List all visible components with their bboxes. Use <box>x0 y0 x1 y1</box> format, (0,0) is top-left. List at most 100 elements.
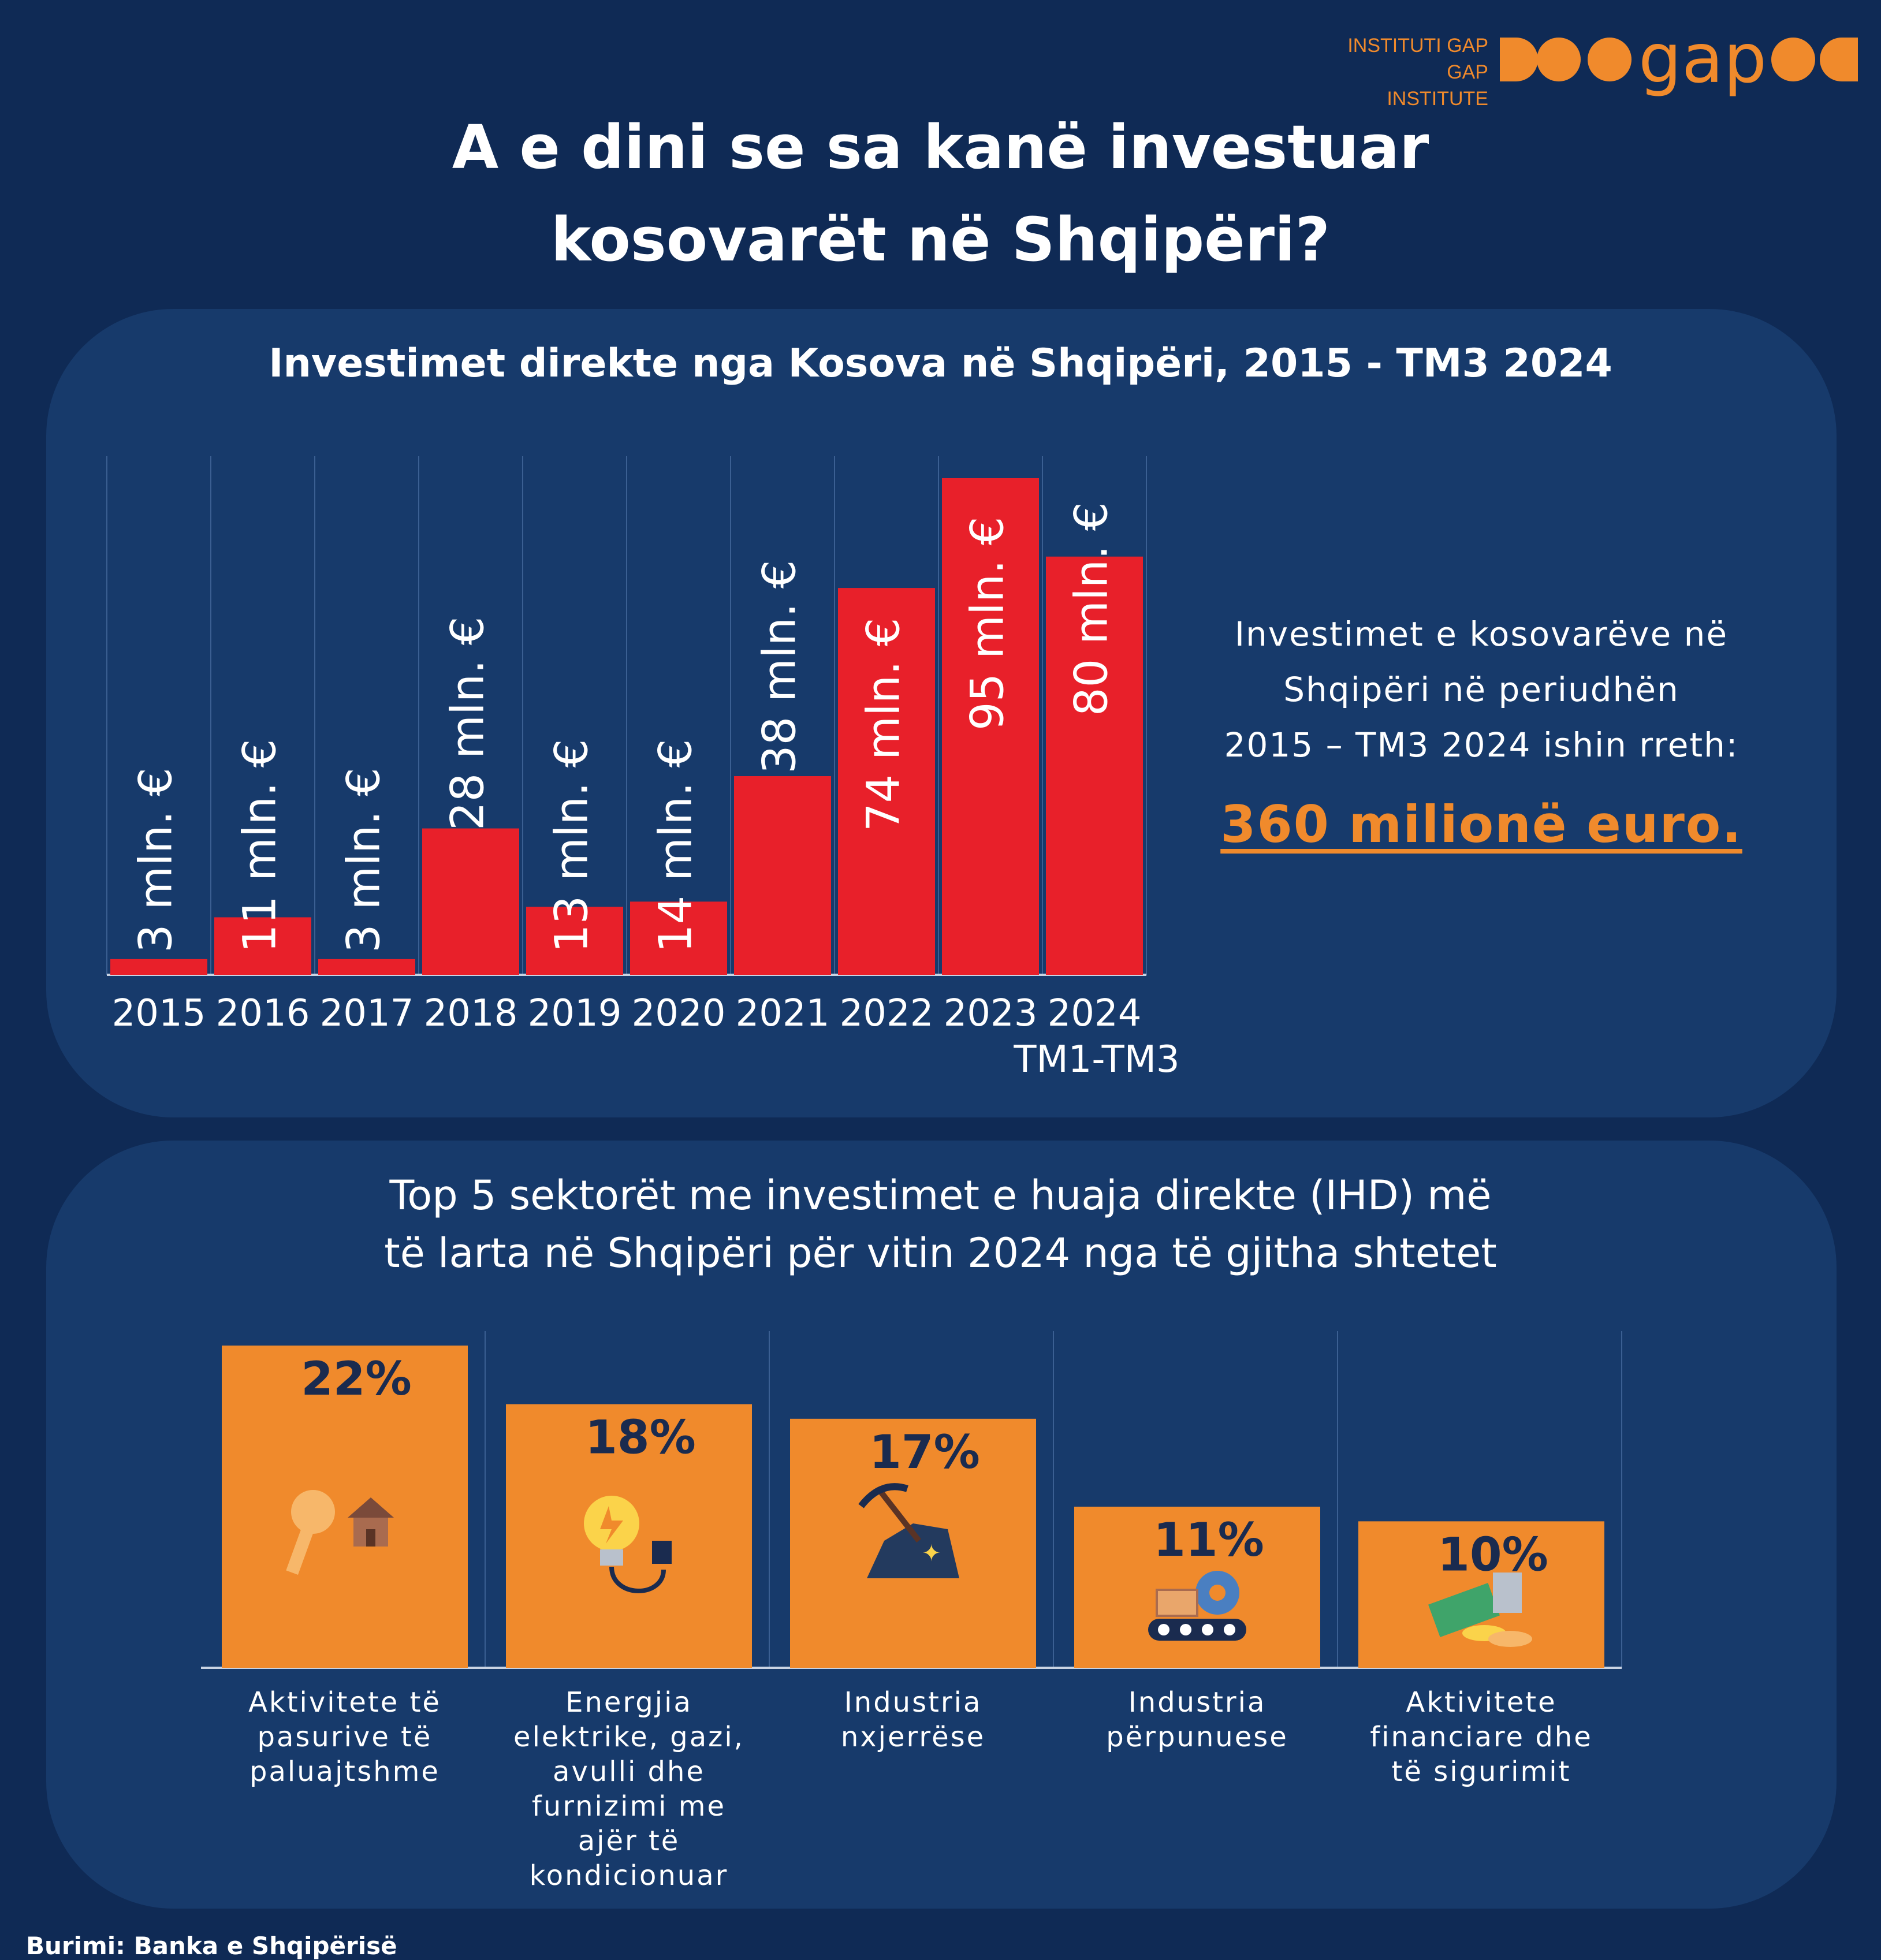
key-house-icon <box>366 1529 375 1547</box>
title-line1: A e dini se sa kanë investuar <box>452 112 1429 182</box>
chart2-category-label-line: ajër të <box>578 1825 680 1857</box>
conveyor-gear-icon <box>1224 1624 1235 1635</box>
chart1-bar <box>838 588 935 975</box>
summary-total: 360 milionë euro. <box>1220 795 1742 854</box>
conveyor-gear-icon <box>1148 1619 1246 1641</box>
gap-logo: INSTITUTI GAP GAP INSTITUTE gap <box>1344 29 1864 110</box>
key-house-icon <box>348 1497 394 1518</box>
chart1-data-label: 95 mln. € <box>962 517 1014 731</box>
chart1-tick-label: 2022 <box>840 992 934 1035</box>
title-line2: kosovarët në Shqipëri? <box>551 204 1330 275</box>
chart1-bar <box>110 959 207 975</box>
source-note: Burimi: Banka e Shqipërisë <box>26 1932 397 1960</box>
conveyor-gear-icon <box>1156 1589 1198 1617</box>
chart2-data-label: 11% <box>1153 1513 1264 1567</box>
pickaxe-ore-icon <box>876 1486 921 1543</box>
chart2-category-label-line: Aktivitete të <box>248 1686 441 1719</box>
chart1-data-label: 38 mln. € <box>754 560 806 774</box>
chart2-title-line1: Top 5 sektorët me investimet e huaja dir… <box>389 1172 1492 1219</box>
conveyor-gear-icon <box>1180 1624 1191 1635</box>
chart2-title-line2: të larta në Shqipëri për vitin 2024 nga … <box>384 1229 1497 1277</box>
chart1-bar <box>630 901 727 975</box>
chart1-data-label: 3 mln. € <box>338 767 390 953</box>
chart2-category-label-line: të sigurimit <box>1391 1756 1571 1788</box>
summary-line1: Investimet e kosovarëve në <box>1234 614 1729 654</box>
chart2-category-label-line: Aktivitete <box>1406 1686 1557 1719</box>
chart2-category-label: Industria nxjerrëse <box>774 1685 1052 1754</box>
chart2-data-label: 18% <box>585 1410 695 1464</box>
chart2-category-label-line: Industria <box>844 1686 982 1719</box>
chart1-tick-label: 2017 <box>320 992 414 1035</box>
chart1-bar <box>942 478 1039 975</box>
chart2-category-label-line: avulli dhe <box>553 1756 705 1788</box>
key-house-icon <box>291 1490 335 1534</box>
chart1-data-label: 28 mln. € <box>442 617 494 830</box>
chart1-tick-label: 2018 <box>424 992 518 1035</box>
chart2-category-label-line: kondicionuar <box>529 1860 729 1892</box>
chart1-bar <box>214 917 311 975</box>
chart2-category-label: Industria përpunuese <box>1059 1685 1336 1754</box>
money-coins-icon <box>1488 1631 1532 1647</box>
pickaxe-ore-icon <box>867 1523 959 1578</box>
logo-wordmark: gap <box>1638 29 1767 98</box>
chart1-data-label: 14 mln. € <box>650 739 702 953</box>
chart1-tick-sublabel: TM1-TM3 <box>1013 1038 1179 1081</box>
chart1-panel <box>46 309 1837 1117</box>
chart2-category-label-line: Industria <box>1128 1686 1267 1719</box>
chart1-tick-label: 2015 <box>112 992 206 1035</box>
chart1-data-label: 3 mln. € <box>130 767 182 953</box>
chart2-category-label: Aktivitete financiare dhe të sigurimit <box>1343 1685 1620 1789</box>
chart1-data-label: 80 mln. € <box>1066 502 1118 716</box>
chart1-tick-label: 2021 <box>736 992 830 1035</box>
chart2-category-label: Energjia elektrike, gazi, avulli dhe furniz… <box>490 1685 768 1893</box>
chart2-category-label-line: nxjerrëse <box>840 1721 986 1753</box>
conveyor-gear-icon <box>1209 1585 1226 1601</box>
chart2-category-label-line: elektrike, gazi, <box>513 1721 744 1753</box>
logo-line1: INSTITUTI GAP <box>1347 35 1488 57</box>
chart1-bar <box>318 959 415 975</box>
chart2-category-label-line: pasurive të <box>257 1721 433 1753</box>
chart1-tick-label: 2019 <box>528 992 622 1035</box>
chart1-data-label: 11 mln. € <box>234 739 286 953</box>
chart2-category-label-line: furnizimi me <box>531 1790 727 1823</box>
chart2-category-label: Aktivitete të pasurive të paluajtshme <box>206 1685 483 1789</box>
lightbulb-plug-icon <box>652 1541 672 1564</box>
pickaxe-ore-icon <box>858 1483 908 1508</box>
money-coins-icon <box>1428 1582 1500 1638</box>
key-house-icon <box>286 1527 314 1575</box>
chart1-bar <box>1046 556 1143 975</box>
logo-text: INSTITUTI GAP GAP INSTITUTE <box>1344 32 1488 112</box>
chart2-category-label-line: paluajtshme <box>249 1756 440 1788</box>
chart2-title: Top 5 sektorët me investimet e huaja dir… <box>0 1167 1881 1282</box>
money-coins-icon <box>1493 1573 1522 1613</box>
summary-box: Investimet e kosovarëve në Shqipëri në p… <box>1178 606 1785 859</box>
chart1-tick-label: 2016 <box>216 992 310 1035</box>
chart2-category-label-line: Energjia <box>565 1686 692 1719</box>
logo-mark: gap <box>1500 29 1858 98</box>
summary-line2: Shqipëri në periudhën <box>1283 670 1679 709</box>
chart1-title: Investimet direkte nga Kosova në Shqipër… <box>269 341 1612 386</box>
chart1-tick-label: 2024 <box>1048 992 1142 1035</box>
chart1-tick-label: 2020 <box>632 992 726 1035</box>
chart1-data-label: 13 mln. € <box>546 739 598 953</box>
chart1-bar <box>526 907 623 975</box>
lightbulb-plug-icon <box>600 1549 623 1566</box>
chart1-bar <box>422 828 519 975</box>
chart2-data-label: 10% <box>1437 1527 1548 1581</box>
chart2-data-label: 22% <box>301 1352 411 1406</box>
chart1-data-label: 74 mln. € <box>858 618 910 832</box>
chart1-tick-label: 2023 <box>944 992 1038 1035</box>
summary-line3: 2015 – TM3 2024 ishin rreth: <box>1224 725 1739 765</box>
conveyor-gear-icon <box>1202 1624 1213 1635</box>
logo-line2: GAP INSTITUTE <box>1387 61 1488 110</box>
pickaxe-ore-icon: ✦ <box>922 1540 941 1567</box>
chart1-bar <box>734 776 831 975</box>
conveyor-gear-icon <box>1158 1624 1169 1635</box>
chart2-data-label: 17% <box>869 1425 979 1479</box>
chart2-category-label-line: përpunuese <box>1106 1721 1288 1753</box>
page-title: A e dini se sa kanë investuar kosovarët … <box>0 101 1881 286</box>
chart2-category-label-line: financiare dhe <box>1370 1721 1593 1753</box>
lightbulb-plug-icon <box>600 1506 623 1544</box>
chart2-bar <box>222 1346 468 1668</box>
